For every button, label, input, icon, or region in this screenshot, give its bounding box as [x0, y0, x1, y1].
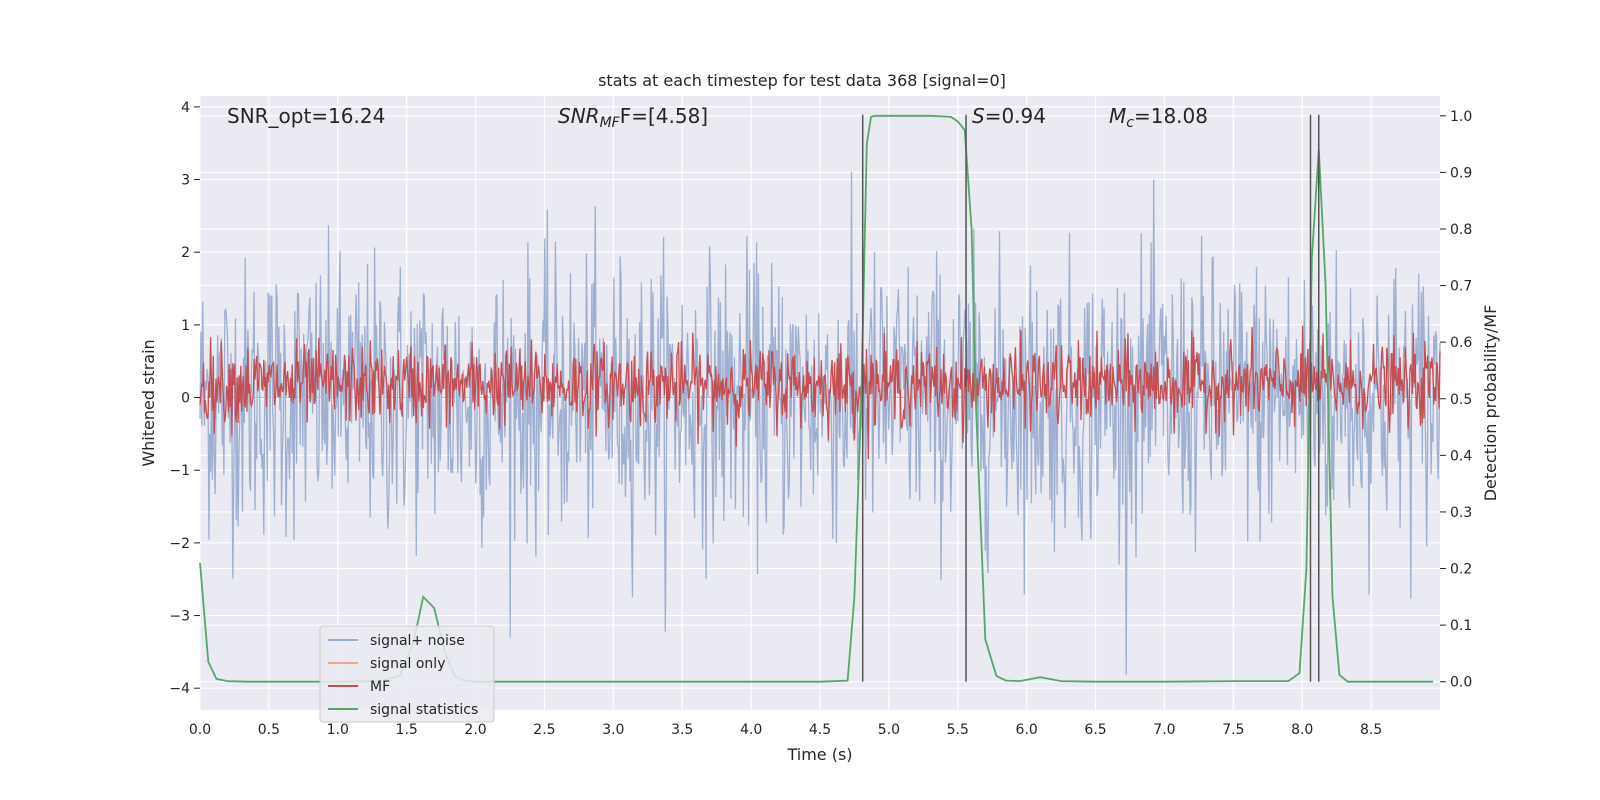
y-right-tick-label: 0.8 [1450, 222, 1472, 238]
legend-label: signal statistics [370, 702, 478, 718]
y-left-tick-label: 1 [181, 318, 190, 334]
y-right-tick-label: 0.4 [1450, 448, 1472, 464]
y-right-axis-label: Detection probability/MF [1481, 305, 1500, 502]
x-tick-label: 6.5 [1084, 722, 1106, 738]
x-tick-label: 2.5 [533, 722, 555, 738]
y-right-axis-ticks: 0.0 0.1 0.2 0.3 0.4 0.5 0.6 0.7 0.8 0.9 1.0 [1440, 109, 1472, 691]
y-left-tick-label: −3 [169, 609, 190, 625]
x-tick-label: 3.0 [602, 722, 624, 738]
annotation-snr-mf-main: SNR [558, 104, 600, 128]
y-right-tick-label: 0.9 [1450, 165, 1472, 181]
y-right-tick-label: 0.2 [1450, 562, 1472, 578]
series-mf [199, 325, 1441, 460]
legend-label: MF [370, 679, 390, 695]
x-tick-label: 6.0 [1016, 722, 1038, 738]
y-left-axis-ticks: −4 −3 −2 −1 0 1 2 3 4 [169, 100, 200, 697]
y-left-tick-label: −1 [169, 463, 190, 479]
x-tick-label: 4.0 [740, 722, 762, 738]
series-line-signal-noise [199, 171, 1441, 676]
x-tick-label: 1.0 [327, 722, 349, 738]
x-tick-label: 2.0 [464, 722, 486, 738]
annotation-mc-rest: =18.08 [1134, 104, 1208, 128]
y-right-tick-label: 0.7 [1450, 279, 1472, 295]
series-line-mf [199, 325, 1441, 460]
x-tick-label: 0.0 [189, 722, 211, 738]
x-tick-label: 5.0 [878, 722, 900, 738]
y-right-tick-label: 0.6 [1450, 335, 1472, 351]
x-tick-label: 5.5 [947, 722, 969, 738]
legend: signal+ noise signal only MF signal statist… [319, 625, 495, 723]
vertical-marker-lines [861, 114, 1320, 682]
annotation-snr-mf-rest: F=[4.58] [620, 104, 708, 128]
x-tick-label: 8.0 [1291, 722, 1313, 738]
x-tick-label: 0.5 [258, 722, 280, 738]
x-axis-label: Time (s) [786, 745, 852, 764]
x-tick-label: 8.5 [1360, 722, 1382, 738]
y-right-tick-label: 0.5 [1450, 392, 1472, 408]
annotation-mc-sub: c [1126, 115, 1134, 131]
annotation-s-italic: S [972, 104, 985, 128]
y-left-tick-label: −4 [169, 681, 190, 697]
legend-box [319, 625, 495, 723]
annotation-s: S=0.94 [972, 104, 1046, 128]
y-left-tick-label: 0 [181, 391, 190, 407]
y-left-tick-label: −2 [169, 536, 190, 552]
legend-items: signal+ noise signal only MF signal statist… [328, 633, 478, 718]
annotation-snr-opt: SNR_opt=16.24 [227, 104, 385, 128]
legend-label: signal+ noise [370, 633, 465, 649]
x-axis-ticks: 0.0 0.5 1.0 1.5 2.0 2.5 3.0 3.5 4.0 4.5 5.0 5.5 6.0 6… [189, 722, 1382, 738]
y-right-tick-label: 0.3 [1450, 505, 1472, 521]
chart-title: stats at each timestep for test data 368… [598, 71, 1006, 90]
series-signal-noise [199, 171, 1441, 676]
x-tick-label: 3.5 [671, 722, 693, 738]
y-left-axis-label: Whitened strain [139, 339, 158, 466]
annotation-mc-main: M [1109, 104, 1126, 128]
annotation-snr-mf: SNRMFF=[4.58] [558, 104, 708, 131]
x-tick-label: 4.5 [809, 722, 831, 738]
x-tick-label: 1.5 [396, 722, 418, 738]
x-tick-label: 7.0 [1153, 722, 1175, 738]
y-left-tick-label: 4 [181, 100, 190, 116]
annotation-snr-mf-sub: MF [600, 115, 621, 131]
y-left-tick-label: 3 [181, 173, 190, 189]
x-tick-label: 7.5 [1222, 722, 1244, 738]
y-right-tick-label: 1.0 [1450, 109, 1472, 125]
legend-label: signal only [370, 656, 445, 672]
annotation-s-rest: =0.94 [985, 104, 1046, 128]
y-right-tick-label: 0.0 [1450, 675, 1472, 691]
y-right-tick-label: 0.1 [1450, 618, 1472, 634]
annotation-mc: Mc=18.08 [1109, 104, 1208, 131]
y-left-tick-label: 2 [181, 245, 190, 261]
